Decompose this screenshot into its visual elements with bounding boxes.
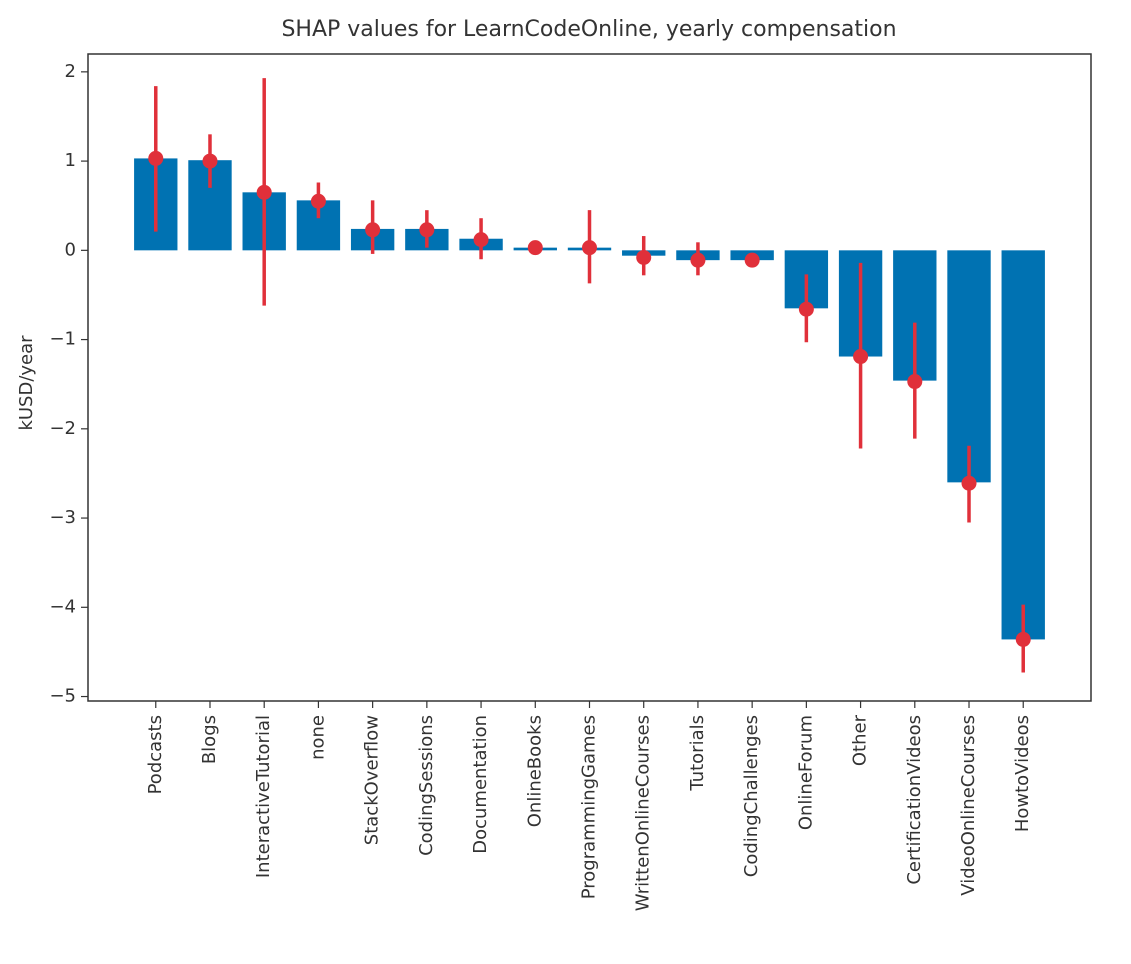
x-tick-label: Podcasts — [145, 715, 166, 794]
plot-frame — [87, 53, 1092, 702]
data-point — [690, 252, 706, 268]
y-tick-label: 1 — [65, 150, 76, 171]
x-tick-label: OnlineForum — [795, 715, 816, 830]
data-point — [582, 240, 597, 256]
bar — [947, 250, 991, 483]
y-axis: 2 1 0 −1 −2 −3 −4 −5 — [49, 61, 88, 707]
chart-title: SHAP values for LearnCodeOnline, yearly … — [281, 17, 896, 42]
x-tick-label: VideoOnlineCourses — [958, 715, 979, 896]
x-tick-label: CertificationVideos — [904, 715, 925, 885]
x-tick-label: Other — [850, 714, 871, 766]
bars-layer — [134, 158, 1045, 640]
y-tick-label: 2 — [65, 61, 76, 82]
y-tick-label: −3 — [49, 507, 76, 528]
y-tick-label: 0 — [65, 239, 76, 260]
x-tick-label: HowtoVideos — [1012, 715, 1033, 832]
data-point — [365, 222, 381, 238]
x-axis: Podcasts Blogs InteractiveTutorial none Stac… — [145, 701, 1033, 911]
y-tick-label: −2 — [49, 418, 76, 439]
x-tick-label: CodingChallenges — [741, 715, 762, 877]
data-point — [907, 374, 923, 390]
data-point — [202, 153, 218, 169]
y-tick-label: −5 — [49, 686, 76, 707]
points-layer — [148, 150, 1031, 647]
x-tick-label: CodingSessions — [416, 715, 437, 856]
y-tick-label: −4 — [49, 596, 76, 617]
data-point — [527, 240, 543, 256]
x-tick-label: none — [307, 715, 328, 760]
x-tick-label: StackOverflow — [362, 715, 383, 845]
x-tick-label: ProgrammingGames — [579, 715, 600, 899]
x-tick-label: InteractiveTutorial — [253, 715, 274, 878]
data-point — [310, 193, 326, 209]
data-point — [256, 184, 272, 200]
data-point — [961, 475, 977, 491]
bar — [1001, 250, 1045, 640]
y-tick-label: −1 — [49, 329, 76, 350]
data-point — [148, 150, 164, 166]
x-tick-label: Blogs — [199, 715, 220, 764]
x-tick-label: Documentation — [470, 715, 491, 854]
data-point — [1015, 631, 1031, 647]
x-tick-label: OnlineBooks — [524, 715, 545, 827]
x-tick-label: Tutorials — [687, 715, 708, 792]
data-point — [744, 252, 760, 268]
y-axis-label: kUSD/year — [16, 335, 37, 431]
data-point — [636, 249, 652, 265]
data-point — [798, 301, 814, 317]
data-point — [419, 222, 435, 238]
data-point — [853, 349, 869, 365]
x-tick-label: WrittenOnlineCourses — [633, 715, 654, 911]
data-point — [473, 232, 489, 248]
